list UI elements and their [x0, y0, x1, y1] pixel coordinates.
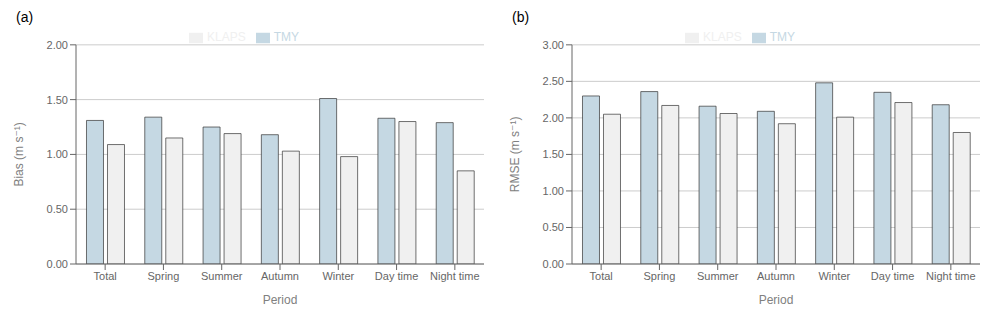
html-text:(b): (b): [512, 9, 530, 25]
svg-text:0.00: 0.00: [543, 258, 564, 270]
svg-text:2.00: 2.00: [47, 39, 68, 51]
svg-text:Day time: Day time: [871, 270, 914, 282]
svg-text:Spring: Spring: [644, 270, 676, 282]
html-text:KLAPS: KLAPS: [207, 30, 246, 44]
svg-text:Total: Total: [94, 270, 117, 282]
svg-text:Autumn: Autumn: [261, 270, 299, 282]
svg-text:Autumn: Autumn: [757, 270, 795, 282]
svg-text:1.00: 1.00: [543, 185, 564, 197]
html-text:(a): (a): [16, 9, 34, 25]
svg-text:1.50: 1.50: [543, 148, 564, 160]
svg-text:0.00: 0.00: [47, 258, 68, 270]
html-text:TMY: TMY: [769, 30, 795, 44]
svg-text:Total: Total: [590, 270, 613, 282]
svg-text:3.00: 3.00: [543, 39, 564, 51]
svg-text:Winter: Winter: [818, 270, 850, 282]
svg-text:Summer: Summer: [697, 270, 739, 282]
svg-text:Summer: Summer: [201, 270, 243, 282]
svg-text:2.50: 2.50: [543, 75, 564, 87]
svg-text:Day time: Day time: [375, 270, 418, 282]
svg-text:0.50: 0.50: [543, 221, 564, 233]
html-text:TMY: TMY: [273, 30, 299, 44]
html-text:KLAPS: KLAPS: [703, 30, 742, 44]
svg-text:Period: Period: [759, 293, 794, 307]
svg-text:Night time: Night time: [430, 270, 480, 282]
svg-text:2.00: 2.00: [543, 112, 564, 124]
svg-text:0.50: 0.50: [47, 203, 68, 215]
svg-text:Period: Period: [263, 293, 298, 307]
svg-text:Night time: Night time: [926, 270, 976, 282]
svg-text:RMSE (m s⁻¹): RMSE (m s⁻¹): [508, 117, 522, 193]
svg-text:Winter: Winter: [322, 270, 354, 282]
svg-text:Spring: Spring: [148, 270, 180, 282]
svg-text:1.00: 1.00: [47, 148, 68, 160]
svg-text:1.50: 1.50: [47, 94, 68, 106]
svg-text:Bias (m s⁻¹): Bias (m s⁻¹): [12, 122, 26, 186]
